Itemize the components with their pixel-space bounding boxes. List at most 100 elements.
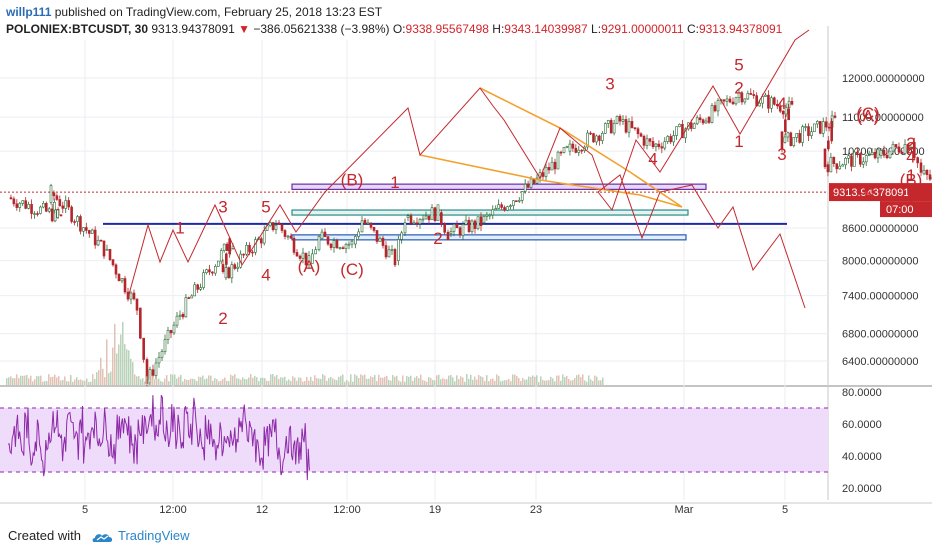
candle-body <box>728 98 732 103</box>
candle-body <box>894 144 898 148</box>
wave-label: 1 <box>906 190 915 209</box>
volume-bar <box>340 375 342 385</box>
candle-body <box>467 219 471 233</box>
candle-body <box>236 266 240 269</box>
candle-body <box>443 223 446 233</box>
candle-body <box>737 92 741 99</box>
candle-body <box>73 221 76 223</box>
candle-body <box>639 133 643 137</box>
candle-body <box>541 172 545 177</box>
volume-bar <box>86 378 88 385</box>
wave-label: 1 <box>175 218 184 237</box>
candle-body <box>550 161 554 171</box>
volume-bar <box>26 374 28 385</box>
volume-bar <box>184 379 186 385</box>
volume-bar <box>324 375 326 385</box>
volume-bar <box>290 381 292 385</box>
candle-body <box>692 123 696 129</box>
volume-bar <box>556 375 558 385</box>
candle-body <box>601 132 604 141</box>
volume-bar <box>118 344 120 385</box>
username-link[interactable]: willp111 <box>6 5 52 19</box>
volume-bar <box>294 377 296 385</box>
candle-body <box>219 250 223 262</box>
volume-bar <box>108 373 110 385</box>
candle-body <box>393 249 397 266</box>
candle-body <box>222 243 226 251</box>
volume-bar <box>548 380 550 385</box>
volume-bar <box>420 374 422 385</box>
volume-bar <box>96 372 98 385</box>
candle-body <box>314 249 317 255</box>
volume-bar <box>328 378 330 385</box>
candle-body <box>384 245 388 258</box>
volume-bar <box>334 379 336 385</box>
volume-bar <box>426 381 428 385</box>
candle-body <box>304 252 308 266</box>
candle-body <box>233 264 237 269</box>
candle-body <box>142 337 145 360</box>
volume-bar <box>354 374 356 385</box>
candle-body <box>123 278 127 293</box>
volume-bar <box>140 379 142 385</box>
candle-body <box>731 101 735 105</box>
tradingview-logo[interactable]: TradingView <box>92 528 190 543</box>
candle-body <box>630 121 634 128</box>
wave-label: 5 <box>863 185 872 204</box>
time-tick-label: 5 <box>782 504 788 516</box>
volume-bar <box>344 381 346 385</box>
candle-body <box>452 224 456 232</box>
volume-bar <box>232 375 234 385</box>
time-tick-label: 19 <box>429 504 441 516</box>
volume-bar <box>102 368 104 385</box>
volume-bar <box>558 375 560 385</box>
volume-bar <box>582 374 584 385</box>
candle-body <box>577 149 581 153</box>
volume-bar <box>416 376 418 385</box>
candle-body <box>598 135 601 141</box>
volume-bar <box>92 374 94 385</box>
candle-body <box>633 127 637 130</box>
volume-bar <box>18 378 20 385</box>
volume-bar <box>260 377 262 385</box>
volume-bar <box>206 378 208 385</box>
candle-body <box>366 222 370 225</box>
volume-bar <box>374 375 376 385</box>
published-text: published on TradingView.com, February 2… <box>54 5 383 19</box>
candle-body <box>645 138 649 146</box>
volume-bar <box>226 380 228 385</box>
volume-bar <box>592 380 594 385</box>
time-tick-label: 23 <box>530 504 542 516</box>
volume-bar <box>564 377 566 385</box>
candle-body <box>781 110 785 115</box>
candle-body <box>663 141 667 149</box>
volume-bar <box>512 374 514 385</box>
volume-bar <box>164 378 166 385</box>
candle-body <box>928 174 932 180</box>
volume-bar <box>458 379 460 385</box>
volume-bar <box>236 378 238 385</box>
wave-label: (C) <box>856 104 880 123</box>
volume-bar <box>418 378 420 385</box>
volume-bar <box>472 379 474 385</box>
volume-bar <box>230 374 232 385</box>
volume-bar <box>174 374 176 385</box>
candle-body <box>329 243 333 248</box>
candle-body <box>725 98 729 102</box>
candle-body <box>248 244 251 253</box>
candle-body <box>317 236 321 251</box>
symbol-label[interactable]: POLONIEX:BTCUSDT, 30 <box>6 22 149 36</box>
wave-label: 3 <box>218 198 227 217</box>
candle-body <box>70 206 73 222</box>
candle-body <box>491 209 495 216</box>
candle-body <box>67 200 70 208</box>
volume-bar <box>414 377 416 385</box>
volume-bar <box>156 379 158 385</box>
volume-bar <box>480 376 482 385</box>
candle-body <box>660 146 664 149</box>
chart-canvas[interactable]: 12000.0000000011000.0000000010200.000000… <box>0 0 932 520</box>
candle-body <box>409 215 413 224</box>
candle-body <box>114 264 118 275</box>
volume-bar <box>196 381 198 385</box>
candle-body <box>225 253 228 265</box>
